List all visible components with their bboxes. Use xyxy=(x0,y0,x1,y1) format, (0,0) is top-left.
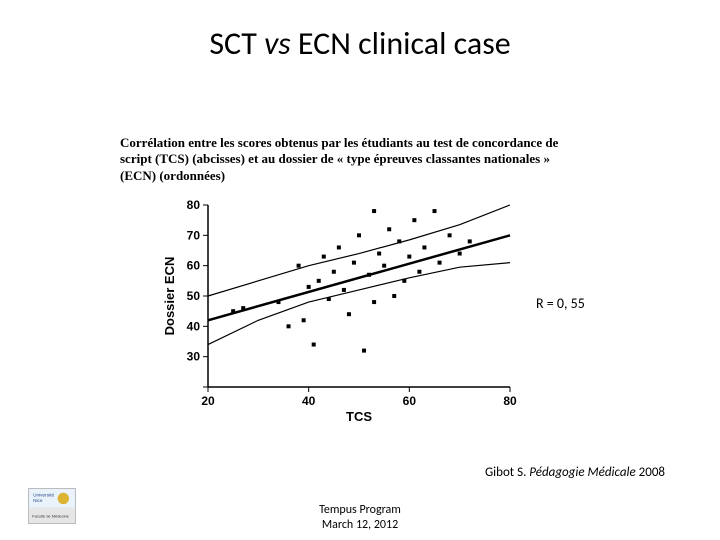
svg-text:80: 80 xyxy=(187,198,201,212)
footer-line1: Tempus Program xyxy=(0,503,720,517)
title-post: ECN clinical case xyxy=(291,24,511,63)
page-title: SCT vs ECN clinical case xyxy=(0,24,720,63)
svg-text:40: 40 xyxy=(187,319,201,333)
footer-line2: March 12, 2012 xyxy=(0,518,720,532)
scatter-chart: 30 40 50 60 70 80 20 40 60 80 TCS Dossier ECN xyxy=(160,195,520,425)
citation-author: Gibot S. xyxy=(485,465,529,480)
svg-text:30: 30 xyxy=(187,350,201,364)
slide-footer: Tempus Program March 12, 2012 xyxy=(0,503,720,532)
svg-text:60: 60 xyxy=(187,259,201,273)
title-vs: vs xyxy=(264,24,291,63)
svg-text:Dossier ECN: Dossier ECN xyxy=(162,257,177,336)
title-pre: SCT xyxy=(209,24,264,63)
citation: Gibot S. Pédagogie Médicale 2008 xyxy=(485,465,665,480)
correlation-label: R = 0, 55 xyxy=(536,295,585,312)
citation-year: 2008 xyxy=(639,465,665,480)
chart-caption: Corrélation entre les scores obtenus par… xyxy=(120,135,560,184)
svg-text:20: 20 xyxy=(201,394,215,408)
svg-text:80: 80 xyxy=(503,394,517,408)
slide: SCT vs ECN clinical case Corrélation ent… xyxy=(0,0,720,540)
citation-journal: Pédagogie Médicale xyxy=(529,465,638,480)
svg-text:Université: Université xyxy=(33,493,54,499)
svg-text:TCS: TCS xyxy=(346,409,372,424)
svg-text:60: 60 xyxy=(403,394,417,408)
svg-text:50: 50 xyxy=(187,289,201,303)
svg-text:70: 70 xyxy=(187,228,201,242)
svg-text:40: 40 xyxy=(302,394,316,408)
